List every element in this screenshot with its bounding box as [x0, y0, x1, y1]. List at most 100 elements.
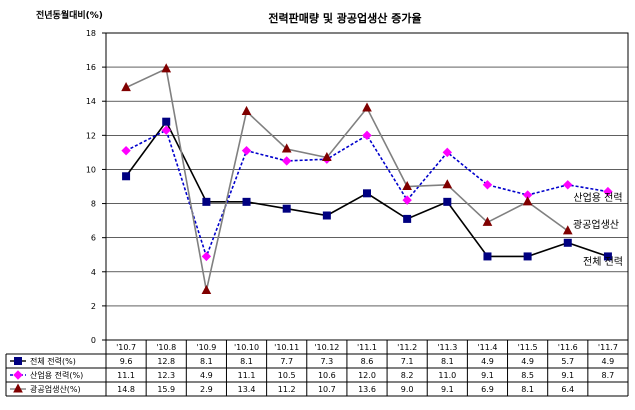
data-point — [122, 172, 131, 181]
data-point — [322, 151, 332, 162]
data-label: 9.6 — [120, 357, 133, 366]
data-point — [563, 180, 573, 190]
x-category-label: '10.8 — [156, 343, 176, 352]
data-label: 4.9 — [200, 371, 213, 380]
data-point — [483, 252, 492, 261]
x-category-label: '10.12 — [314, 343, 339, 352]
data-label: 13.4 — [238, 385, 256, 394]
data-point — [241, 145, 252, 156]
data-point — [442, 147, 453, 158]
data-label: 11.2 — [278, 385, 296, 394]
legend-label: 산업용 전력(%) — [30, 370, 83, 380]
data-label: 10.6 — [318, 371, 336, 380]
data-table: '10.7 '10.8 '10.9 '10.10 '10.11 '10.12 '11.1 '1… — [5, 340, 629, 397]
data-point — [162, 117, 171, 126]
y-tick-label: 0 — [91, 336, 96, 345]
data-point — [523, 252, 532, 261]
y-tick-label: 18 — [86, 29, 96, 38]
y-tick-label: 2 — [91, 302, 96, 311]
data-label: 7.7 — [280, 357, 293, 366]
data-label: 9.0 — [401, 385, 414, 394]
data-point — [362, 130, 372, 141]
data-label: 4.9 — [521, 357, 534, 366]
data-label: 6.4 — [561, 385, 574, 394]
data-label: 12.0 — [358, 371, 376, 380]
legend-label: 광공업생산(%) — [30, 384, 81, 394]
data-label: 11.1 — [117, 371, 135, 380]
x-category-label: '11.4 — [477, 343, 497, 352]
data-point — [603, 186, 613, 197]
y-tick-label: 6 — [91, 234, 96, 243]
x-category-label: '11.6 — [558, 343, 578, 352]
data-point — [281, 156, 292, 166]
y-tick-label: 8 — [91, 200, 96, 209]
series-annotation: 전체 전력 — [583, 256, 623, 268]
data-label: 8.1 — [441, 357, 454, 366]
data-label: 15.9 — [157, 385, 175, 394]
data-label: 8.1 — [521, 385, 534, 394]
legend-marker — [13, 383, 23, 393]
data-label: 9.1 — [481, 371, 494, 380]
data-label: 6.9 — [481, 385, 494, 394]
data-label: 11.1 — [238, 371, 256, 380]
data-point — [442, 179, 453, 189]
data-label: 4.9 — [481, 357, 494, 366]
data-point — [161, 125, 171, 135]
data-label: 10.7 — [318, 385, 336, 394]
data-point — [363, 189, 371, 198]
x-category-label: '11.1 — [357, 343, 377, 352]
data-label: 2.9 — [200, 385, 213, 394]
data-label: 7.1 — [401, 357, 414, 366]
data-point — [201, 284, 212, 295]
data-label: 8.7 — [602, 371, 615, 380]
y-tick-label: 4 — [91, 268, 96, 277]
x-category-label: '10.7 — [116, 343, 136, 352]
x-category-label: '11.5 — [518, 343, 538, 352]
data-point — [482, 216, 493, 226]
x-category-label: '10.10 — [234, 343, 259, 352]
series-annotation: 광공업생산 — [573, 218, 619, 231]
legend-marker — [14, 357, 22, 365]
data-label: 5.7 — [561, 357, 574, 366]
data-point — [322, 211, 331, 220]
data-point — [482, 180, 493, 190]
data-point — [563, 238, 572, 247]
data-label: 8.5 — [521, 371, 534, 380]
data-label: 8.6 — [361, 357, 374, 366]
legend-label: 전체 전력(%) — [30, 356, 76, 366]
data-label: 10.5 — [278, 371, 296, 380]
data-point — [241, 105, 252, 115]
data-point — [121, 145, 131, 156]
data-point — [522, 196, 533, 206]
chart-title: 전력판매량 및 광공업생산 증가율 — [268, 11, 421, 25]
data-point — [242, 197, 251, 206]
data-point — [403, 214, 412, 223]
x-category-label: '10.9 — [196, 343, 216, 352]
x-category-label: '11.7 — [598, 343, 618, 352]
y-tick-label: 14 — [86, 97, 96, 106]
data-label: 4.9 — [602, 357, 615, 366]
data-label: 14.8 — [117, 385, 135, 394]
data-point — [362, 102, 372, 112]
data-label: 12.3 — [157, 371, 175, 380]
data-label: 8.1 — [200, 357, 213, 366]
data-label: 7.3 — [320, 357, 333, 366]
data-label: 8.1 — [240, 357, 253, 366]
y-axis-label: 전년동월대비(%) — [36, 9, 103, 21]
y-axis: 0 2 4 6 8 10 12 14 16 18 — [86, 29, 106, 345]
data-point — [402, 180, 412, 190]
data-point — [202, 197, 211, 206]
data-label: 13.6 — [358, 385, 376, 394]
x-category-label: '10.11 — [274, 343, 299, 352]
data-point — [603, 252, 612, 261]
data-label: 9.1 — [441, 385, 454, 394]
y-tick-label: 12 — [86, 131, 96, 140]
x-category-label: '11.2 — [397, 343, 417, 352]
data-label: 8.2 — [401, 371, 414, 380]
data-point — [402, 195, 412, 205]
data-label: 12.8 — [157, 357, 175, 366]
series-markers — [121, 63, 613, 295]
data-point — [121, 82, 131, 92]
